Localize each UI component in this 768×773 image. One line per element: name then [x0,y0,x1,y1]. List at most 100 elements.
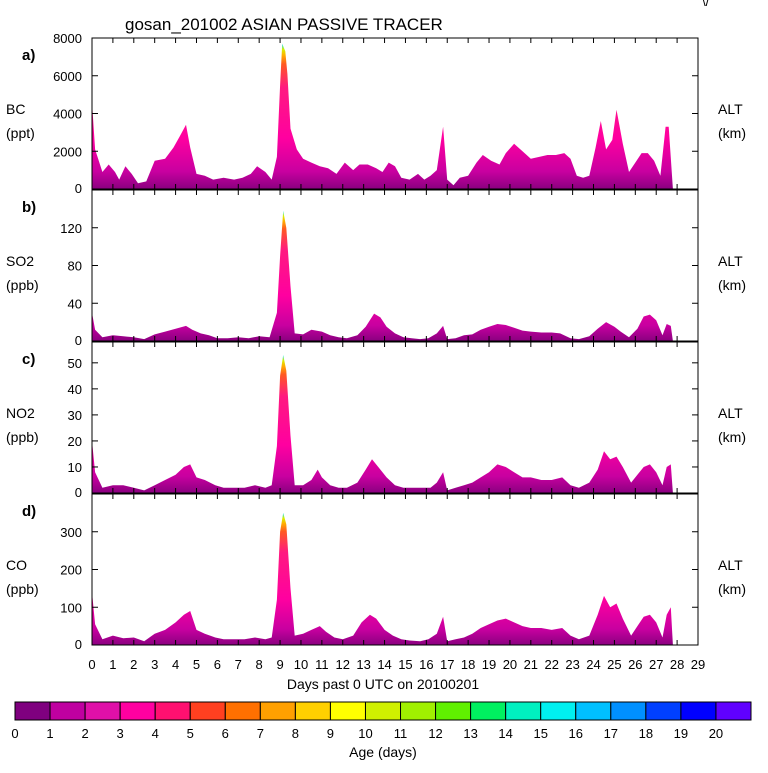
bc-y-tick-label: 2000 [53,144,82,159]
colorbar-swatch [575,701,612,721]
bc-right-unit: (km) [718,125,746,141]
colorbar-tick-label: 19 [674,726,688,741]
x-tick-label: 11 [315,657,329,672]
co-unit-label: (ppb) [6,581,39,597]
no2-panel-frame [91,341,699,494]
so2-concentration-area [92,210,673,341]
x-tick-label: 19 [482,657,496,672]
co-right-label: ALT [718,557,743,573]
colorbar-swatch [715,701,752,721]
colorbar-swatch [400,701,437,721]
colorbar-tick-label: 16 [569,726,583,741]
bc-unit-label: (ppt) [6,125,35,141]
colorbar-tick-label: 14 [498,726,512,741]
so2-y-tick-label: 80 [68,259,82,274]
bc-right-label: ALT [718,101,743,117]
no2-y-tick-label: 40 [68,382,82,397]
x-tick-label: 14 [377,657,391,672]
colorbar-tick-label: 2 [81,726,88,741]
colorbar-swatch [435,701,472,721]
x-tick-label: 7 [235,657,242,672]
colorbar-swatch [224,701,261,721]
no2-right-label: ALT [718,405,743,421]
x-tick-label: 15 [398,657,412,672]
colorbar-tick-label: 1 [46,726,53,741]
colorbar-tick-label: 18 [639,726,653,741]
bc-y-tick-label: 8000 [53,31,82,46]
x-tick-label: 2 [130,657,137,672]
co-y-tick-label: 200 [60,563,82,578]
colorbar-swatch [610,701,647,721]
colorbar-swatch [259,701,296,721]
x-tick-label: 24 [586,657,600,672]
x-tick-label: 23 [565,657,579,672]
x-tick-label: 20 [503,657,517,672]
x-tick-label: 27 [649,657,663,672]
x-tick-label: 22 [544,657,558,672]
x-tick-label: 18 [461,657,475,672]
colorbar-swatch [329,701,366,721]
bc-panel-letter: a) [22,47,35,64]
x-tick-label: 29 [691,657,705,672]
bc-concentration-area [92,43,673,190]
so2-panel-letter: b) [22,199,36,216]
x-axis-label: Days past 0 UTC on 20100201 [287,676,479,692]
x-tick-label: 13 [356,657,370,672]
x-tick-label: 5 [193,657,200,672]
x-tick-label: 0 [88,657,95,672]
no2-y-tick-label: 50 [68,356,82,371]
x-tick-label: 28 [670,657,684,672]
so2-panel-frame [91,189,699,342]
colorbar-tick-label: 15 [533,726,547,741]
co-y-tick-label: 100 [60,600,82,615]
no2-y-tick-label: 20 [68,434,82,449]
chart-title: gosan_201002 ASIAN PASSIVE TRACER [125,15,443,34]
colorbar-swatch [294,701,331,721]
colorbar-label: Age (days) [349,744,417,760]
no2-right-unit: (km) [718,429,746,445]
colorbar-swatch [14,701,51,721]
colorbar-tick-label: 3 [117,726,124,741]
bc-y-tick-zero: 0 [75,181,82,196]
colorbar-swatch [154,701,191,721]
colorbar-tick-label: 13 [463,726,477,741]
colorbar-swatch [119,701,156,721]
colorbar-swatch [84,701,121,721]
bc-y-tick-label: 6000 [53,69,82,84]
x-tick-label: 25 [607,657,621,672]
colorbar-swatch [49,701,86,721]
colorbar-tick-label: 8 [292,726,299,741]
colorbar-tick-label: 4 [152,726,159,741]
colorbar-swatch [189,701,226,721]
co-species-label: CO [6,557,27,573]
no2-y-tick-label: 10 [68,460,82,475]
colorbar-tick-label: 9 [327,726,334,741]
panels: 20004000600080000a)BC(ppt)ALT(km)4080120… [6,31,746,652]
colorbar-tick-label: 5 [187,726,194,741]
colorbar-tick-label: 0 [11,726,18,741]
x-tick-label: 17 [440,657,454,672]
colorbar-tick-label: 7 [257,726,264,741]
x-tick-label: 26 [628,657,642,672]
colorbar-tick-label: 6 [222,726,229,741]
so2-y-tick-label: 40 [68,296,82,311]
so2-y-tick-zero: 0 [75,333,82,348]
panel-no2: 10 20 30 40 50 0 c) NO2 (ppb) ALT (km) [6,341,746,500]
co-y-tick-label: 300 [60,525,82,540]
so2-y-tick-label: 120 [60,221,82,236]
panel-bc: 2000 4000 6000 8000 0 a) BC (ppt) ALT (km) [6,31,746,196]
x-tick-label: 4 [172,657,179,672]
colorbar-swatch [470,701,507,721]
x-tick-label: 9 [276,657,283,672]
x-tick-label: 10 [294,657,308,672]
no2-unit-label: (ppb) [6,429,39,445]
age-colorbar: 0 1 2 3 4 5 6 7 8 9 10 11 12 13 14 15 16 17 18 19 20 [11,701,752,741]
so2-right-unit: (km) [718,277,746,293]
colorbar-tick-label: 20 [709,726,723,741]
colorbar-tick-label: 10 [358,726,372,741]
panel-so2: 40 80 120 0 b) SO2 (ppb) ALT (km) [6,189,746,348]
bc-y-tick-label: 4000 [53,107,82,122]
co-panel-letter: d) [22,503,36,520]
so2-unit-label: (ppb) [6,277,39,293]
